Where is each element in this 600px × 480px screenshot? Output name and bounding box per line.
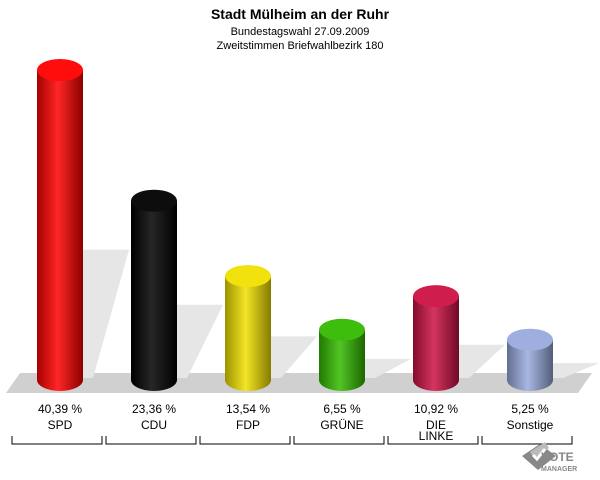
bar-cap-spd — [37, 59, 83, 81]
value-label-cdu: 23,36 % — [132, 402, 176, 416]
category-bracket-fdp — [199, 436, 291, 445]
category-label-cdu: CDU — [141, 418, 167, 432]
ballot-box-icon — [522, 442, 556, 470]
chart-subtitle-date: Bundestagswahl 27.09.2009 — [231, 26, 370, 38]
chart-floor — [6, 373, 592, 393]
bar-gr-ne — [319, 329, 365, 391]
labels-layer: 40,39 % SPD 23,36 % CDU 13,54 % FDP 6,55 % GRÜN… — [11, 402, 573, 445]
bar-cap-fdp — [225, 265, 271, 288]
value-label-fdp: 13,54 % — [226, 402, 270, 416]
category-bracket-sonstige — [481, 436, 573, 445]
bars-layer — [37, 59, 599, 391]
bar-spd — [37, 70, 83, 391]
logo-manager-text: MANAGER — [541, 466, 577, 473]
vote-manager-logo: VOTE MANAGER — [522, 442, 577, 473]
category-bracket-cdu — [105, 436, 197, 445]
bar-sonstige — [507, 339, 553, 391]
logo-vote-text: VOTE — [541, 450, 574, 464]
bar-cap-sonstige — [507, 328, 553, 351]
value-label-sonstige: 5,25 % — [511, 402, 549, 416]
value-label-gr-ne: 6,55 % — [323, 402, 361, 416]
category-bracket-spd — [11, 436, 103, 445]
bar-cap-cdu — [131, 189, 177, 212]
category-label-die-linke: DIE LINKE — [419, 418, 454, 443]
bar-fdp — [225, 276, 271, 391]
category-label-sonstige: Sonstige — [507, 418, 554, 432]
bar-die-linke — [413, 296, 459, 391]
category-label-fdp: FDP — [236, 418, 260, 432]
category-bracket-gr-ne — [293, 436, 385, 445]
chart-subtitle-district: Zweitstimmen Briefwahlbezirk 180 — [217, 40, 384, 52]
category-label-gr-ne: GRÜNE — [320, 418, 363, 432]
bar-cap-gr-ne — [319, 318, 365, 341]
value-label-spd: 40,39 % — [38, 402, 82, 416]
category-label-spd: SPD — [48, 418, 73, 432]
bar-cap-die-linke — [413, 285, 459, 308]
chart-title: Stadt Mülheim an der Ruhr — [211, 6, 390, 22]
bar-cdu — [131, 200, 177, 391]
category-bracket-die-linke — [387, 436, 479, 445]
value-label-die-linke: 10,92 % — [414, 402, 458, 416]
